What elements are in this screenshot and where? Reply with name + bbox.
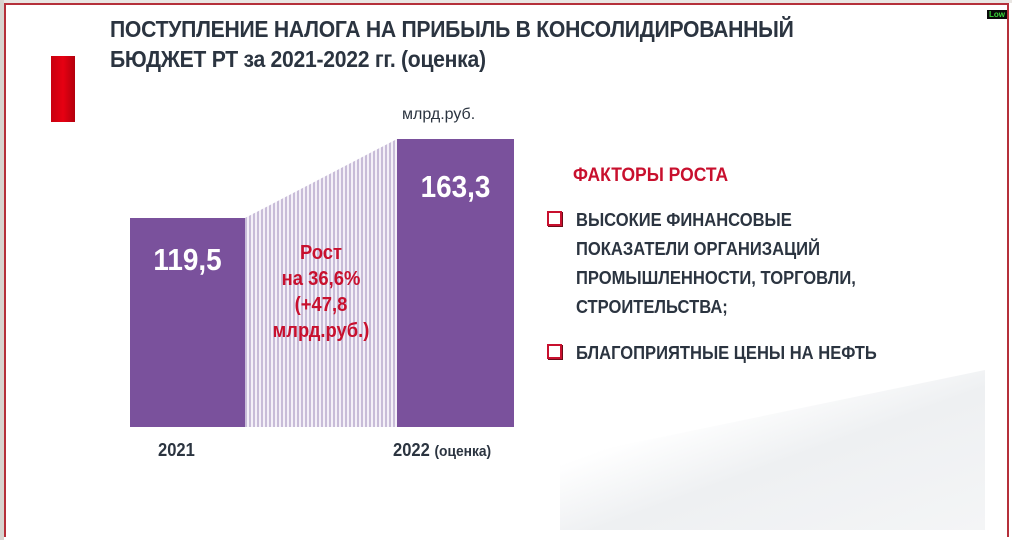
growth-line-4: млрд.руб.) xyxy=(272,320,370,342)
top-edge-shadow xyxy=(4,0,1012,3)
slide-title: ПОСТУПЛЕНИЕ НАЛОГА НА ПРИБЫЛЬ В КОНСОЛИД… xyxy=(110,14,794,74)
checkbox-bullet-icon xyxy=(547,211,562,226)
checkbox-bullet-icon xyxy=(547,344,562,359)
growth-line-2: на 36,6% xyxy=(281,268,361,290)
title-line-2: БЮДЖЕТ РТ за 2021-2022 гг. (оценка) xyxy=(110,46,486,72)
category-2022-year: 2022 xyxy=(393,440,430,460)
factor-item: ВЫСОКИЕ ФИНАНСОВЫЕ ПОКАЗАТЕЛИ ОРГАНИЗАЦИ… xyxy=(547,206,880,322)
category-label-2022: 2022 (оценка) xyxy=(393,440,491,461)
bar-value-2022: 163,3 xyxy=(420,169,491,204)
red-accent-bar xyxy=(51,56,75,122)
category-label-2021: 2021 xyxy=(158,440,195,460)
bar-2021: 119,5 xyxy=(130,218,245,427)
factor-text: ВЫСОКИЕ ФИНАНСОВЫЕ ПОКАЗАТЕЛИ ОРГАНИЗАЦИ… xyxy=(576,210,856,317)
growth-annotation: Рост на 36,6% (+47,8 млрд.руб.) xyxy=(251,240,391,344)
left-edge-strip xyxy=(0,0,4,540)
growth-line-1: Рост xyxy=(299,242,343,264)
bar-value-2021: 119,5 xyxy=(153,242,222,277)
growth-line-3: (+47,8 xyxy=(294,294,348,316)
unit-label: млрд.руб. xyxy=(402,106,476,123)
quality-badge: Low xyxy=(987,10,1007,19)
factor-text: БЛАГОПРИЯТНЫЕ ЦЕНЫ НА НЕФТЬ xyxy=(576,343,877,363)
category-2022-note: (оценка) xyxy=(434,443,492,460)
factors-title: ФАКТОРЫ РОСТА xyxy=(573,165,729,186)
factor-item: БЛАГОПРИЯТНЫЕ ЦЕНЫ НА НЕФТЬ xyxy=(547,339,903,368)
title-line-1: ПОСТУПЛЕНИЕ НАЛОГА НА ПРИБЫЛЬ В КОНСОЛИД… xyxy=(110,16,794,42)
bar-2022: 163,3 xyxy=(397,139,514,427)
